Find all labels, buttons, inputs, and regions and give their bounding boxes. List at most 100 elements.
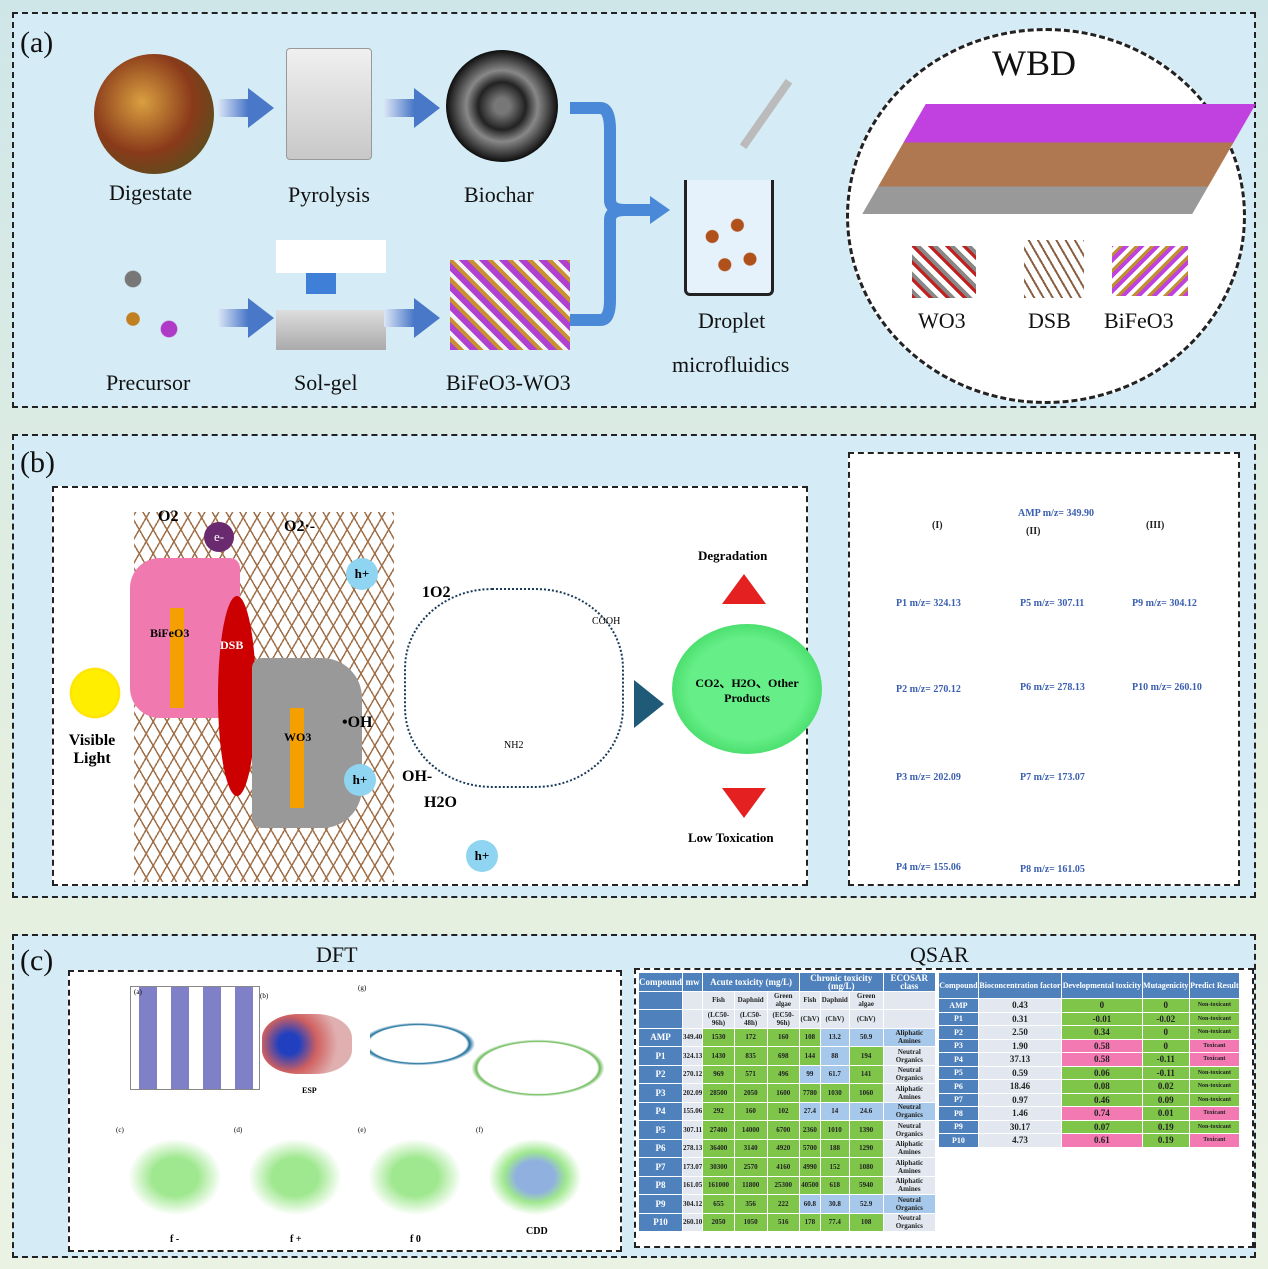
toxicity-value-cell: 14000 <box>733 1120 768 1140</box>
subfig-f: (f) <box>476 1126 483 1134</box>
compound-cell: P2 <box>637 1064 684 1084</box>
toxicity-value-cell: 6700 <box>766 1120 800 1140</box>
mw-cell: 260.10 <box>682 1212 704 1232</box>
header-cell: Chronic toxicity (mg/L) <box>798 972 884 992</box>
toxicity-value-cell: 178 <box>798 1212 821 1232</box>
hole-star: h+ <box>344 764 376 796</box>
singlet-oxygen-label: 1O2 <box>422 584 451 601</box>
toxicity-value-cell: 141 <box>848 1064 884 1084</box>
dev-tox-cell: 0.58 <box>1061 1052 1143 1067</box>
ecosar-table: Compound mw Acute toxicity (mg/L) Chronic t… <box>637 972 937 1232</box>
toxicity-value-cell: 516 <box>766 1212 800 1232</box>
hydroxyl-radical-label: •OH <box>342 714 373 731</box>
molecule-orbital-diagram <box>370 996 610 1116</box>
up-arrow-icon <box>290 708 304 808</box>
table-row: P6 18.46 0.08 0.02 Non-toxicant <box>938 1079 1241 1094</box>
panel-a: (a) Digestate Pyrolysis Biochar Precurso… <box>12 12 1256 408</box>
toxicity-value-cell: 5700 <box>798 1138 821 1158</box>
header-cell: mw <box>682 972 704 992</box>
dsb-label: DSB <box>1028 308 1071 333</box>
duration-cell: (LC50-96h) <box>702 1009 735 1029</box>
bcf-cell: 0.59 <box>977 1065 1063 1080</box>
toxicity-value-cell: 356 <box>733 1194 768 1214</box>
table-row: P4 155.06 292 160 102 27.4 14 24.6 Neutral Organ… <box>637 1101 937 1121</box>
wo3-label: WO3 <box>918 308 966 333</box>
toxicity-value-cell: 222 <box>766 1194 800 1214</box>
subheader-cell: Fish <box>798 990 821 1010</box>
toxicity-value-cell: 3140 <box>733 1138 768 1158</box>
toxicity-value-cell: 292 <box>702 1101 735 1121</box>
table-row: P6 278.13 36400 3140 4920 5700 188 1290 Aliphati… <box>637 1138 937 1158</box>
f-minus-label: f - <box>170 1234 180 1245</box>
table-row: AMP 0.43 0 0 Non-toxicant <box>938 998 1241 1013</box>
toxicity-value-cell: 11800 <box>733 1175 768 1195</box>
bcf-cell: 0.97 <box>977 1092 1063 1107</box>
bcf-cell: 30.17 <box>977 1119 1063 1134</box>
bifeo3-wo3-label: BiFeO3-WO3 <box>446 370 571 395</box>
compound-cell: P5 <box>938 1065 979 1080</box>
subheader-cell: Daphnid <box>819 990 850 1010</box>
compound-cell: P2 <box>938 1025 979 1040</box>
arrow-icon <box>218 88 274 128</box>
compound-cell: AMP <box>637 1027 684 1047</box>
bcf-cell: 1.46 <box>977 1106 1063 1121</box>
class-cell: Aliphatic Amines <box>882 1157 937 1177</box>
subfig-b: (b) <box>260 992 269 1000</box>
class-cell: Neutral Organics <box>882 1064 937 1084</box>
sun-icon <box>60 658 130 728</box>
syringe-icon <box>739 78 793 150</box>
compound-cell: AMP <box>938 998 979 1013</box>
ampicillin-structure <box>404 588 624 788</box>
compound-cell: P7 <box>938 1092 979 1107</box>
toxicity-value-cell: 7780 <box>798 1083 821 1103</box>
fukui-plus-image <box>240 1132 350 1222</box>
right-arrow-icon <box>634 680 664 728</box>
toxicity-value-cell: 2360 <box>798 1120 821 1140</box>
products-burst <box>672 624 822 754</box>
mutagenicity-cell: 0.19 <box>1141 1119 1190 1134</box>
compound-cell: P4 <box>938 1052 979 1067</box>
wbd-title: WBD <box>992 43 1076 83</box>
toxicity-value-cell: 1530 <box>702 1027 735 1047</box>
table-row: P1 324.13 1430 835 698 144 88 194 Neutral Organi… <box>637 1046 937 1066</box>
fukui-zero-image <box>360 1132 470 1222</box>
class-cell: Neutral Organics <box>882 1120 937 1140</box>
panel-b-label: (b) <box>20 446 55 479</box>
mutagenicity-cell: 0.01 <box>1141 1106 1190 1121</box>
duration-cell: (LC50-48h) <box>733 1009 768 1029</box>
f-zero-label: f 0 <box>410 1234 421 1245</box>
panel-a-label: (a) <box>20 26 54 59</box>
mutagenicity-cell: -0.11 <box>1141 1052 1190 1067</box>
energy-diagram <box>130 986 260 1090</box>
beaker-image <box>684 180 774 296</box>
route-2: (II) <box>1026 526 1041 537</box>
mw-cell: 155.06 <box>682 1101 704 1121</box>
compound-cell: P10 <box>637 1212 684 1232</box>
result-cell: Toxicant <box>1188 1133 1241 1148</box>
up-arrow-icon <box>170 608 184 708</box>
compound-p7: P7 m/z= 173.07 <box>1020 772 1085 783</box>
toxicity-value-cell: 571 <box>733 1064 768 1084</box>
pathway-box: AMP m/z= 349.90 (I) (II) (III) P1 m/z= 3… <box>848 452 1240 886</box>
header-cell: Compound <box>637 972 684 992</box>
wo3-block <box>252 658 362 828</box>
compound-p3: P3 m/z= 202.09 <box>896 772 961 783</box>
mutagenicity-cell: 0.19 <box>1141 1133 1190 1148</box>
dev-tox-cell: 0.06 <box>1061 1065 1143 1080</box>
header-cell: Bioconcentration factor <box>977 972 1063 999</box>
mw-cell: 173.07 <box>682 1157 704 1177</box>
toxicity-value-cell: 160 <box>766 1027 800 1047</box>
qsar-box: Compound mw Acute toxicity (mg/L) Chronic t… <box>634 968 1254 1248</box>
microfluidics-label: microfluidics <box>672 352 790 377</box>
water-label: H2O <box>424 794 457 811</box>
toxicity-value-cell: 52.9 <box>848 1194 884 1214</box>
low-toxication-label: Low Toxication <box>688 830 774 845</box>
mutagenicity-cell: 0 <box>1141 998 1190 1013</box>
dft-box: (a) (b) ESP (g) (c) (d) (e) (f) f - f + … <box>68 970 622 1252</box>
table-row: P2 270.12 969 571 496 99 61.7 141 Neutral Organi… <box>637 1064 937 1084</box>
mutagenicity-cell: -0.02 <box>1141 1011 1190 1026</box>
toxicity-value-cell: 1010 <box>819 1120 850 1140</box>
toxicity-value-cell: 160 <box>733 1101 768 1121</box>
furnace-image <box>286 48 372 160</box>
subheader-cell: Daphnid <box>733 990 768 1010</box>
